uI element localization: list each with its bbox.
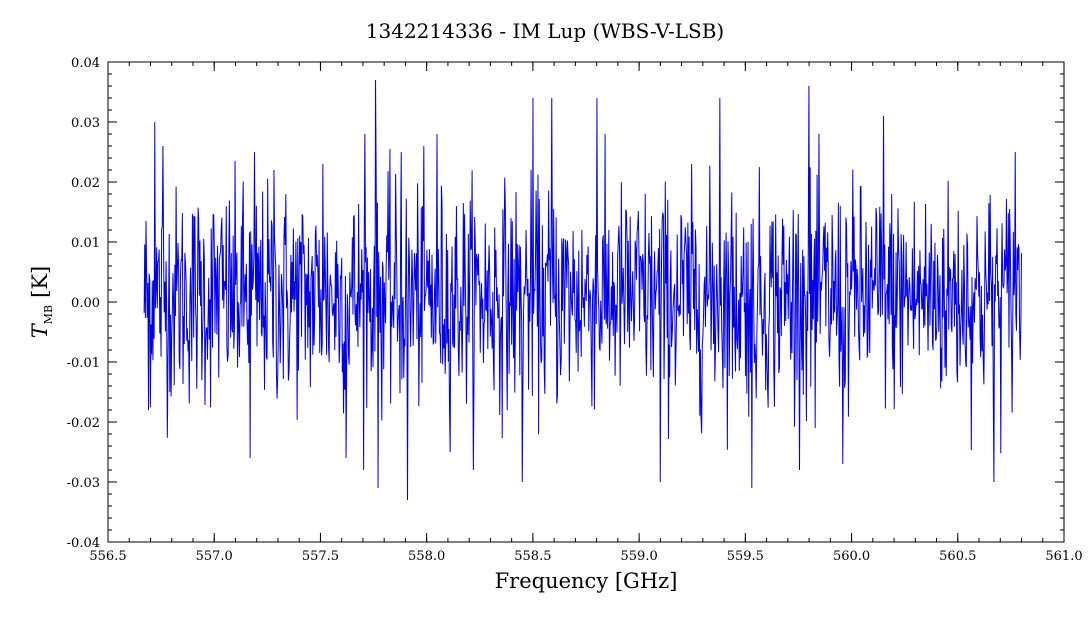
y-tick-label: -0.01 [67, 356, 100, 371]
x-axis: 556.5 557.0 557.5 558.0 558.5 559.0 559.5 560.0… [89, 62, 1083, 564]
x-tick-label: 560.0 [833, 549, 870, 564]
x-tick-label: 557.0 [196, 549, 233, 564]
y-axis-title-subscript: MB [42, 305, 55, 324]
x-tick-label: 557.5 [302, 549, 339, 564]
x-tick-label: 560.5 [939, 549, 976, 564]
x-tick-label: 559.5 [727, 549, 764, 564]
y-axis-title-symbol: T [28, 322, 52, 338]
y-tick-label: 0.02 [71, 176, 100, 191]
x-axis-title: Frequency [GHz] [495, 569, 678, 593]
x-tick-label: 558.0 [408, 549, 445, 564]
spectrum-series-line [143, 79, 1023, 501]
x-tick-label: 561.0 [1045, 549, 1082, 564]
y-tick-label: -0.04 [67, 536, 100, 551]
y-axis: -0.04 -0.03 -0.02 -0.01 0.00 0.01 0.02 0.03 0.04 [67, 56, 1064, 551]
chart-title: 1342214336 - IM Lup (WBS-V-LSB) [366, 19, 724, 43]
y-tick-label: 0.00 [71, 296, 100, 311]
x-tick-label: 559.0 [621, 549, 658, 564]
x-tick-label: 558.5 [514, 549, 551, 564]
y-tick-label: 0.03 [71, 116, 100, 131]
x-tick-label: 556.5 [89, 549, 126, 564]
series-layer [143, 79, 1023, 501]
y-axis-title-unit: [K] [28, 266, 52, 298]
y-axis-title: TMB [K] [28, 266, 55, 338]
y-tick-label: -0.02 [67, 416, 100, 431]
y-tick-label: -0.03 [67, 476, 100, 491]
y-tick-label: 0.04 [71, 56, 100, 71]
y-tick-label: 0.01 [71, 236, 100, 251]
